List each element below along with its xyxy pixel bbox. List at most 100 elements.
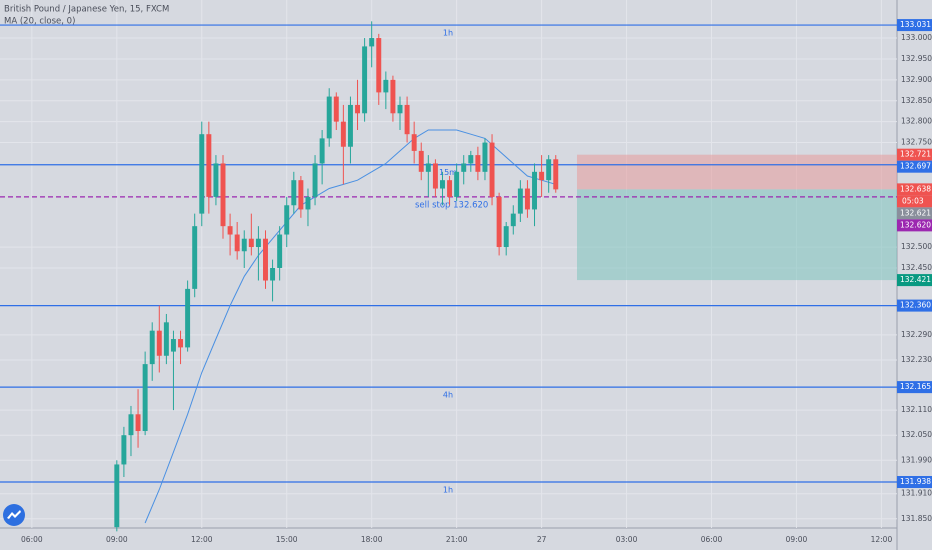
candle-body — [199, 134, 205, 214]
candle-body — [149, 330, 155, 365]
candle-body — [383, 79, 389, 93]
candle-body — [517, 188, 523, 214]
candle-body — [263, 238, 268, 281]
price-tag-bg — [897, 207, 932, 220]
candle-body — [241, 238, 247, 252]
indicator-label: MA (20, close, 0) — [4, 17, 75, 27]
price-tag-bg — [897, 160, 932, 173]
ma-line — [144, 129, 556, 524]
y-tick-label: 132.110 — [901, 405, 932, 414]
price-tag-label: 132.697 — [900, 162, 931, 171]
candle-body — [355, 104, 361, 114]
candle-body — [376, 38, 382, 93]
price-tag-label: 132.360 — [900, 301, 931, 310]
candle-body — [440, 180, 445, 189]
y-tick-label: 132.800 — [901, 117, 932, 126]
x-tick-label: 18:00 — [361, 535, 383, 544]
price-tag-bg — [897, 19, 932, 32]
candle-body — [284, 205, 290, 235]
candle-body — [475, 155, 481, 172]
price-tag-label: 132.721 — [900, 150, 931, 159]
x-tick-label: 06:00 — [701, 535, 723, 544]
candle-body — [163, 322, 169, 356]
candle-body — [539, 171, 545, 181]
x-tick-label: 09:00 — [106, 535, 128, 544]
candle-body — [432, 163, 438, 189]
price-tag-label: 132.421 — [900, 275, 931, 284]
logo[interactable] — [3, 504, 25, 526]
price-tag: 132.165 — [897, 381, 932, 394]
price-tag-label: 133.031 — [900, 20, 931, 29]
candle-body — [128, 414, 134, 436]
price-tag-label: 132.621 — [900, 208, 931, 217]
candle-body — [114, 464, 120, 528]
price-tag-label: 132.638 — [900, 184, 931, 193]
timer-bg — [897, 195, 932, 208]
y-tick-label: 132.750 — [901, 138, 932, 147]
candle-body — [248, 238, 254, 248]
candle-body — [411, 134, 417, 151]
price-tag-label: 132.165 — [900, 382, 931, 391]
candle-body — [227, 226, 233, 235]
candle-body — [362, 46, 368, 114]
y-tick-label: 132.050 — [901, 430, 932, 439]
candle-body — [333, 96, 339, 122]
target-zone — [576, 189, 897, 281]
level-note: 1h — [443, 486, 453, 495]
y-tick-label: 132.850 — [901, 96, 932, 105]
candle-body — [305, 196, 311, 210]
candle-body — [255, 238, 261, 248]
price-tag-bg — [897, 381, 932, 394]
y-tick-label: 132.900 — [901, 75, 932, 84]
candle-body — [425, 163, 431, 172]
candle-body — [553, 159, 559, 190]
candle-body — [121, 435, 127, 465]
x-tick-label: 12:00 — [191, 535, 213, 544]
candle-body — [369, 38, 375, 47]
candle-body — [347, 104, 353, 147]
x-tick-label: 27 — [537, 535, 547, 544]
price-tag: 132.360 — [897, 299, 932, 312]
price-tag-label: 132.620 — [900, 220, 931, 229]
price-tag-bg — [897, 148, 932, 161]
candle-body — [270, 267, 276, 281]
y-tick-label: 131.850 — [901, 514, 932, 523]
x-tick-label: 03:00 — [616, 535, 638, 544]
y-tick-label: 131.910 — [901, 489, 932, 498]
price-tag: 132.620 — [897, 219, 932, 232]
price-tag: 132.697 — [897, 160, 932, 173]
candle-body — [461, 163, 467, 172]
candle-body — [220, 163, 226, 227]
chart-title: British Pound / Japanese Yen, 15, FXCM — [4, 5, 169, 15]
order-label: sell stop 132.620 — [415, 200, 488, 210]
candle-body — [185, 288, 191, 348]
stop-zone — [576, 154, 897, 190]
candle-body — [397, 104, 403, 114]
candle-body — [142, 364, 148, 432]
level-note: 4h — [443, 391, 453, 400]
candle-body — [546, 159, 552, 181]
price-tag: 132.721 — [897, 148, 932, 161]
price-tag-label: 131.938 — [900, 477, 931, 486]
candle-body — [447, 180, 453, 197]
x-tick-label: 12:00 — [871, 535, 893, 544]
price-tag-bg — [897, 476, 932, 489]
y-tick-label: 132.450 — [901, 263, 932, 272]
price-tag: 132.621 — [897, 207, 932, 220]
y-tick-label: 132.230 — [901, 355, 932, 364]
price-tag: 132.421 — [897, 274, 932, 287]
candle-body — [277, 234, 283, 268]
x-tick-label: 09:00 — [786, 535, 808, 544]
candle-body — [489, 142, 495, 197]
price-tag: 131.938 — [897, 476, 932, 489]
x-tick-label: 15:00 — [276, 535, 298, 544]
candle-body — [404, 104, 410, 135]
timer-label: 05:03 — [902, 196, 924, 205]
level-note: 1h — [443, 29, 453, 38]
candle-body — [213, 163, 219, 197]
candle-body — [532, 171, 537, 210]
price-tag-bg — [897, 183, 932, 196]
price-tag-bg — [897, 299, 932, 312]
candle-body — [482, 142, 488, 172]
